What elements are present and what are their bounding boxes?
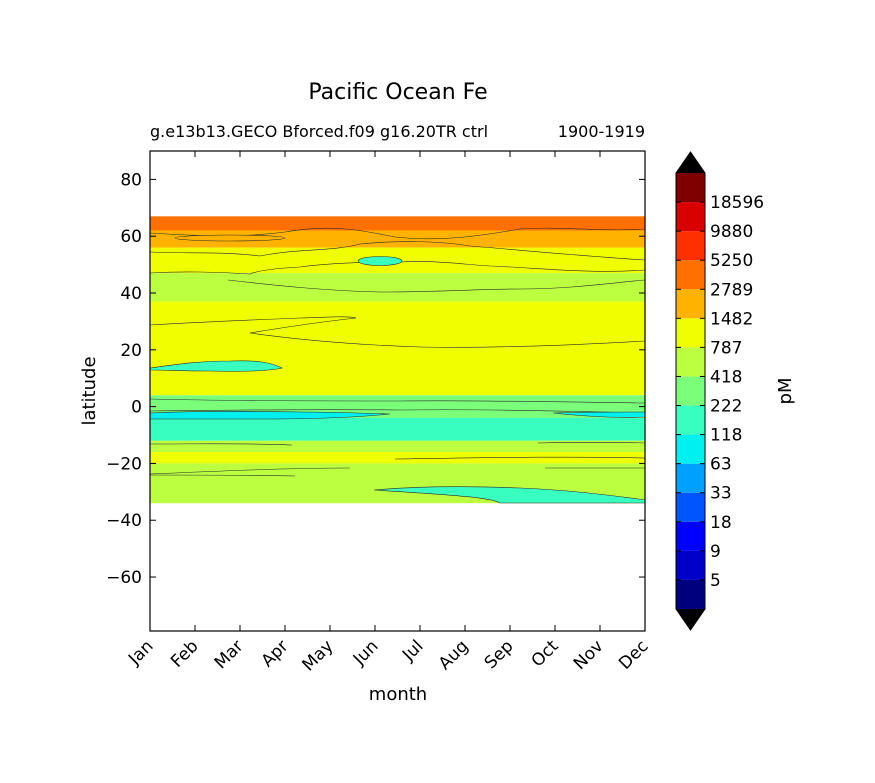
colorbar-tick-label: 9 [710, 542, 721, 562]
colorbar-swatch [676, 260, 705, 290]
contour-line [150, 241, 645, 261]
y-tick-label: 40 [120, 284, 142, 304]
chart-subtitle-right: 1900-1919 [558, 122, 645, 141]
colorbar-swatch [676, 318, 705, 348]
contour-patch [150, 411, 391, 420]
y-tick-label: −60 [106, 568, 142, 588]
x-tick-label: Sep [481, 636, 518, 673]
chart-subtitle-left: g.e13b13.GECO Bforced.f09 g16.20TR ctrl [150, 122, 488, 141]
contour-patch [357, 256, 403, 266]
contour-band [150, 440, 645, 453]
colorbar-swatch [676, 521, 705, 551]
colorbar-tick-label: 5250 [710, 251, 753, 271]
colorbar-tick-label: 63 [710, 455, 732, 475]
contour-line [150, 474, 296, 477]
colorbar-tick-label: 18 [710, 513, 732, 533]
colorbar-tick-label: 787 [710, 338, 742, 358]
contour-line [227, 279, 645, 293]
y-tick-label: 20 [120, 341, 142, 361]
contour-patch [552, 411, 645, 418]
colorbar-label: pM [775, 378, 796, 405]
x-tick-label: Nov [570, 636, 608, 674]
x-tick-label: Feb [167, 636, 202, 671]
colorbar-tick-label: 5 [710, 571, 721, 591]
colorbar-swatch [676, 376, 705, 406]
contour-line [150, 409, 645, 414]
colorbar-tick-label: 2789 [710, 280, 753, 300]
x-tick-label: Oct [528, 636, 563, 671]
x-tick-label: Dec [615, 636, 652, 673]
colorbar: 5 9 18 33 63 118 222 418 787 1482 2789 5250 9880 1859… [675, 151, 764, 631]
contour-patch [150, 360, 283, 372]
x-tick-label: May [299, 636, 338, 675]
x-tick-label: Jan [124, 636, 157, 669]
x-axis-label: month [369, 684, 427, 705]
y-axis-label: latitude [79, 356, 100, 425]
y-tick-label: −40 [106, 511, 142, 531]
contour-patch [373, 486, 645, 504]
chart-title: Pacific Ocean Fe [308, 80, 487, 105]
colorbar-swatch [676, 231, 705, 261]
colorbar-swatch [676, 434, 705, 464]
colorbar-tick-label: 18596 [710, 193, 764, 213]
contour-band [150, 301, 645, 396]
y-tick-label: −20 [106, 454, 142, 474]
x-tick-label: Jul [398, 636, 427, 665]
colorbar-swatch [676, 492, 705, 522]
contour-line [394, 456, 645, 460]
x-tick-label: Jun [349, 636, 383, 670]
colorbar-swatch [676, 202, 705, 232]
contour-line [150, 316, 645, 348]
colorbar-swatch [676, 289, 705, 319]
contour-band [150, 452, 645, 464]
y-tick-label: 0 [131, 398, 142, 418]
colorbar-tick-label: 9880 [710, 222, 753, 242]
colorbar-swatch [676, 405, 705, 435]
colorbar-swatch [676, 579, 705, 609]
colorbar-tick-label: 118 [710, 426, 742, 446]
y-axis: 80 60 40 20 0 −20 −40 −60 [106, 170, 645, 588]
colorbar-tick-label: 418 [710, 367, 742, 387]
colorbar-tick-label: 222 [710, 397, 742, 417]
contour-band [150, 417, 645, 441]
x-tick-label: Mar [211, 636, 248, 673]
plot-frame [149, 150, 646, 632]
y-tick-label: 60 [120, 227, 142, 247]
colorbar-extend-max [676, 152, 705, 173]
contour-line [150, 441, 645, 446]
contour-line [150, 467, 645, 475]
plot-area [150, 216, 645, 504]
colorbar-swatch [676, 463, 705, 493]
y-tick-label: 80 [120, 170, 142, 190]
colorbar-swatch [676, 173, 705, 203]
colorbar-outline [675, 151, 706, 631]
colorbar-tick-label: 33 [710, 484, 732, 504]
colorbar-extend-min [676, 609, 705, 630]
x-tick-label: Aug [435, 636, 473, 674]
contour-line [150, 398, 645, 404]
colorbar-swatch [676, 550, 705, 580]
contour-patch [174, 234, 286, 242]
colorbar-tick-label: 1482 [710, 309, 753, 329]
colorbar-swatch [676, 347, 705, 377]
contour-band [150, 230, 645, 248]
contour-band [150, 273, 645, 302]
contour-features [150, 227, 645, 504]
x-tick-label: Apr [258, 636, 293, 671]
contour-band [150, 216, 645, 231]
